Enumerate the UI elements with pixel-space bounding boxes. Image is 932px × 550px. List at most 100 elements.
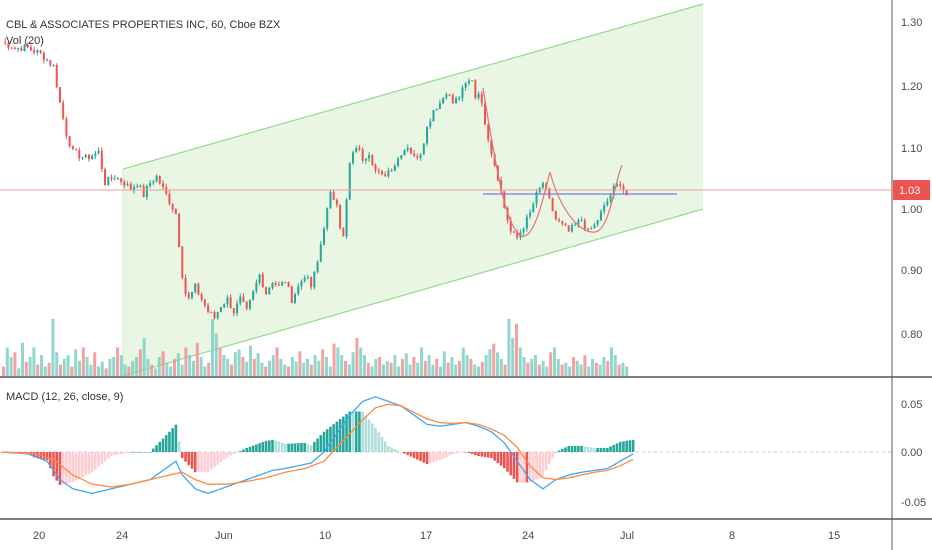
volume-bar — [131, 360, 135, 376]
candle-body — [107, 177, 110, 186]
macd-histogram-bar — [409, 452, 413, 457]
volume-bar — [230, 364, 233, 376]
macd-line — [1, 396, 634, 495]
macd-histogram-bar — [139, 452, 142, 453]
candle-body — [432, 109, 435, 122]
candle-body — [616, 184, 619, 187]
volume-bar — [522, 357, 526, 376]
macd-histogram-bar — [380, 436, 384, 452]
macd-histogram-bar — [316, 438, 319, 452]
macd-histogram-bar — [438, 452, 442, 461]
volume-bar — [325, 357, 328, 376]
candle-body — [71, 146, 74, 149]
volume-bar — [606, 360, 610, 376]
candle-body — [371, 155, 374, 165]
volume-bar — [180, 364, 184, 376]
candle-body — [351, 152, 354, 164]
volume-bar — [473, 364, 477, 376]
candle-body — [178, 213, 181, 248]
volume-bar — [108, 358, 112, 376]
candle-body — [558, 219, 561, 222]
volume-bar — [260, 362, 264, 376]
candle-body — [55, 65, 58, 88]
time-tick: 10 — [319, 530, 331, 542]
macd-histogram-bar — [480, 452, 484, 457]
volume-bar — [188, 355, 192, 376]
macd-histogram-bar — [564, 447, 567, 452]
candle-body — [406, 147, 409, 151]
macd-histogram-bar — [416, 452, 419, 460]
candle-body — [97, 150, 100, 154]
macd-histogram-bar — [519, 452, 522, 483]
candle-body — [393, 165, 396, 171]
macd-histogram-bar — [313, 441, 316, 452]
price-tick: 1.10 — [901, 143, 922, 155]
candle-body — [554, 210, 557, 220]
macd-histogram-bar — [190, 452, 194, 469]
candle-body — [190, 292, 193, 298]
volume-bar — [553, 347, 556, 376]
candle-body — [181, 247, 184, 279]
volume-bar — [454, 364, 458, 376]
volume-bar — [211, 319, 214, 376]
macd-histogram-bar — [274, 440, 277, 452]
candle-body — [271, 282, 274, 289]
macd-histogram-bar — [406, 452, 410, 456]
volume-bar — [51, 319, 55, 376]
channel-upper-line[interactable] — [122, 3, 704, 170]
macd-histogram-bar — [512, 452, 516, 479]
candle-body — [126, 183, 129, 186]
macd-histogram-bar — [419, 452, 422, 462]
candle-body — [171, 203, 174, 210]
candle-body — [4, 41, 7, 43]
volume-bar — [207, 362, 211, 376]
volume-bar — [161, 351, 165, 376]
macd-histogram-bar — [609, 446, 612, 452]
volume-bar — [591, 358, 594, 376]
candle-body — [474, 80, 477, 98]
macd-histogram-bar — [425, 452, 429, 465]
volume-bar — [610, 347, 613, 376]
candle-body — [625, 189, 628, 196]
candle-body — [467, 80, 470, 84]
macd-histogram-bar — [580, 445, 583, 452]
macd-histogram-bar — [503, 452, 506, 469]
macd-histogram-bar — [94, 452, 97, 470]
volume-bar — [283, 364, 287, 376]
volume-bar — [142, 338, 146, 376]
candle-body — [258, 274, 261, 283]
volume-bar — [389, 362, 393, 376]
macd-histogram-bar — [477, 452, 480, 457]
volume-bar — [192, 360, 195, 376]
cup-right[interactable] — [549, 164, 623, 233]
macd-histogram-bar — [52, 452, 55, 477]
macd-histogram-bar — [612, 444, 616, 452]
volume-bar — [59, 364, 62, 376]
cup-left[interactable] — [482, 87, 551, 237]
candle-body — [390, 170, 393, 172]
volume-bar — [355, 338, 359, 376]
candle-body — [316, 261, 319, 272]
candle-body — [400, 155, 403, 159]
candle-body — [429, 121, 432, 127]
last-price-label: 1.03 — [899, 185, 920, 197]
macd-histogram-bar — [193, 452, 197, 473]
macd-tick: -0.05 — [901, 497, 926, 509]
candle-body — [484, 103, 486, 125]
macd-histogram-bar — [113, 452, 116, 456]
candle-body — [84, 154, 87, 158]
macd-histogram-bar — [206, 452, 210, 473]
candle-body — [210, 311, 213, 313]
macd-histogram-bar — [219, 452, 223, 463]
macd-histogram-bar — [589, 447, 593, 452]
candle-body — [512, 231, 515, 233]
volume-bar — [36, 364, 40, 376]
volume-bar — [47, 362, 51, 376]
macd-histogram-bar — [152, 448, 155, 452]
volume-bar — [575, 360, 579, 376]
macd-histogram-bar — [61, 452, 65, 485]
candle-body — [419, 154, 422, 158]
volume-bar — [100, 361, 104, 376]
volume-bar — [119, 355, 123, 376]
